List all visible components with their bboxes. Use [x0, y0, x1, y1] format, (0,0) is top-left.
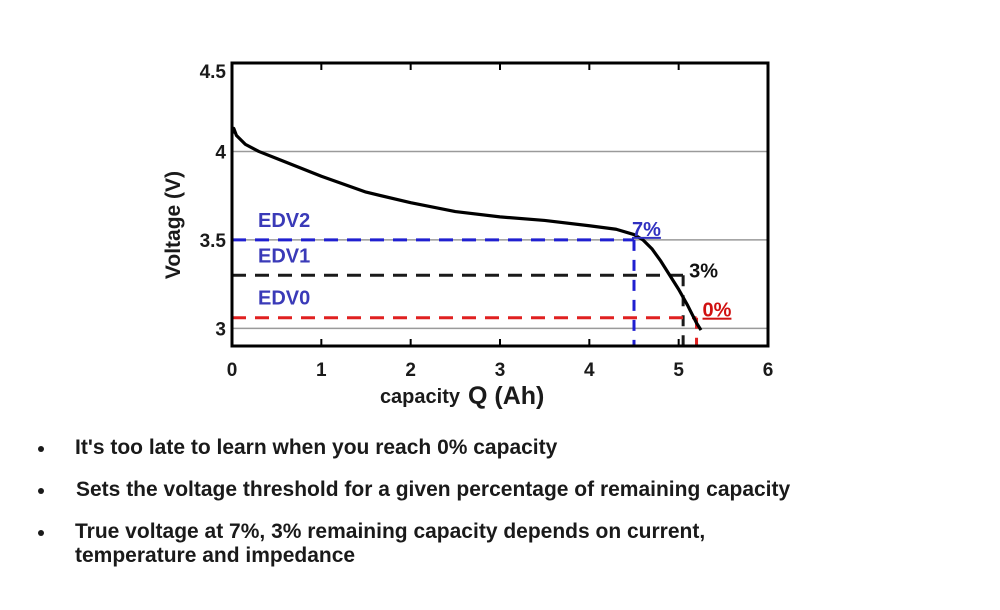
- threshold-labels: EDV2 EDV1 EDV0 7% 3% 0%: [258, 210, 732, 322]
- bullet-text: It's too late to learn when you reach 0%…: [75, 436, 558, 459]
- voltage-capacity-chart: Voltage (V) 0 1 2 3 4 5 6 3 3.5 4 4.5 EDV2 EDV1 EDV0…: [162, 61, 774, 410]
- tick-labels: 0 1 2 3 4 5 6 3 3.5 4 4.5: [200, 62, 774, 381]
- x-tick-label: 1: [316, 360, 327, 381]
- edv-label: EDV0: [258, 288, 310, 310]
- discharge-curve: [230, 126, 703, 331]
- y-tick-label: 3.5: [200, 231, 227, 252]
- y-tick-label: 3: [215, 319, 226, 340]
- bullet-text: Sets the voltage threshold for a given p…: [76, 478, 791, 501]
- x-tick-label: 5: [673, 360, 684, 381]
- gridlines: [232, 150, 768, 330]
- bullet-text: True voltage at 7%, 3% remaining capacit…: [75, 520, 706, 567]
- x-tick-label: 0: [227, 360, 238, 381]
- x-tick-label: 4: [584, 360, 595, 381]
- series-layer: [230, 126, 703, 331]
- tick-marks: [320, 63, 680, 346]
- x-tick-label: 6: [763, 360, 774, 381]
- x-axis-label-prefix: capacity: [380, 386, 461, 408]
- x-tick-label: 2: [405, 360, 416, 381]
- x-tick-label: 3: [495, 360, 506, 381]
- edv-label: EDV2: [258, 210, 310, 232]
- y-axis-label: Voltage (V): [162, 171, 185, 279]
- bullet-dot-icon: [38, 530, 44, 536]
- percent-label: 7%: [632, 219, 661, 241]
- y-tick-label: 4.5: [200, 62, 227, 83]
- edv-label: EDV1: [258, 245, 310, 267]
- bullet-dot-icon: [38, 488, 44, 494]
- y-tick-label: 4: [215, 142, 226, 163]
- bullet-dot-icon: [38, 446, 44, 452]
- x-axis-label-main: Q (Ah): [468, 382, 544, 410]
- percent-label: 3%: [689, 260, 718, 282]
- percent-label: 0%: [703, 300, 732, 322]
